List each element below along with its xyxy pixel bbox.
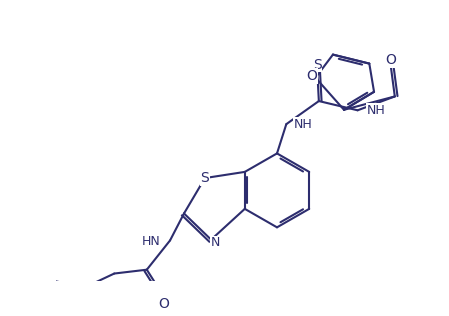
Text: S: S: [201, 171, 209, 185]
Text: S: S: [313, 58, 321, 72]
Text: O: O: [306, 69, 317, 83]
Text: NH: NH: [294, 118, 313, 131]
Text: N: N: [210, 236, 220, 249]
Text: NH: NH: [367, 104, 386, 117]
Text: O: O: [158, 297, 169, 311]
Text: O: O: [386, 53, 396, 67]
Text: HN: HN: [142, 235, 161, 248]
